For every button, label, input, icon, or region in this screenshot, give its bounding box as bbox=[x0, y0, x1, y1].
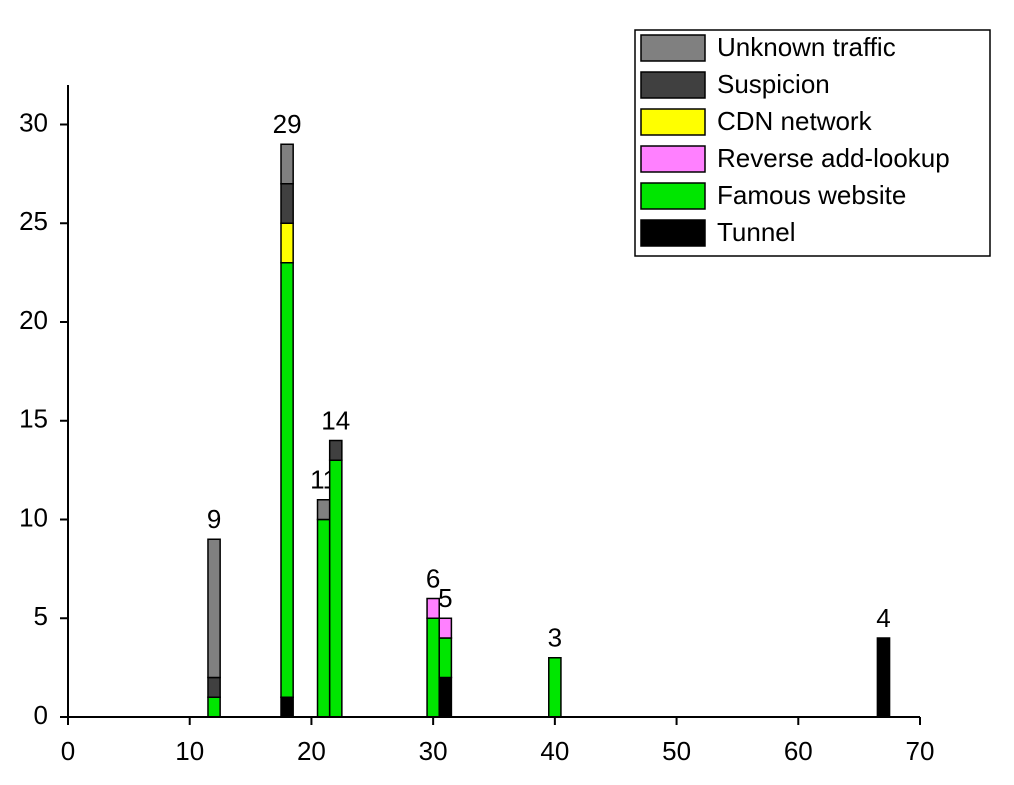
bar-segment bbox=[280, 183, 294, 224]
bar-segment bbox=[426, 597, 440, 619]
legend-swatch bbox=[640, 34, 706, 62]
x-tick-label: 0 bbox=[61, 736, 75, 766]
x-tick-label: 40 bbox=[540, 736, 569, 766]
bar-segment bbox=[438, 617, 453, 639]
total-label: 14 bbox=[321, 405, 350, 435]
bar-segment bbox=[328, 439, 343, 461]
legend-swatch bbox=[640, 182, 706, 210]
bar-segment bbox=[207, 696, 221, 718]
legend-swatch bbox=[640, 219, 706, 247]
bar-segment bbox=[207, 538, 221, 679]
bar-segment bbox=[280, 143, 294, 185]
x-tick-label: 50 bbox=[662, 736, 691, 766]
bar-segment bbox=[328, 459, 343, 718]
x-tick-label: 10 bbox=[175, 736, 204, 766]
bar-segment bbox=[548, 657, 562, 718]
bar-segment bbox=[438, 637, 453, 679]
legend-label: Famous website bbox=[717, 180, 906, 210]
bar-segment bbox=[876, 637, 891, 718]
total-label: 6 bbox=[426, 563, 440, 593]
total-label: 4 bbox=[876, 603, 890, 633]
y-tick-label: 5 bbox=[34, 601, 48, 631]
legend-label: Tunnel bbox=[717, 217, 796, 247]
total-label: 29 bbox=[273, 109, 302, 139]
y-tick-label: 25 bbox=[19, 206, 48, 236]
x-tick-label: 70 bbox=[906, 736, 935, 766]
legend-label: CDN network bbox=[717, 106, 873, 136]
legend-swatch bbox=[640, 108, 706, 136]
bar-segment bbox=[426, 617, 440, 718]
legend-box bbox=[634, 29, 991, 257]
legend-swatch bbox=[640, 145, 706, 173]
legend-label: Suspicion bbox=[717, 69, 830, 99]
x-tick-label: 20 bbox=[297, 736, 326, 766]
legend-label: Unknown traffic bbox=[717, 32, 896, 62]
bar-segment bbox=[316, 518, 331, 718]
x-tick-label: 60 bbox=[784, 736, 813, 766]
y-tick-label: 30 bbox=[19, 107, 48, 137]
y-tick-label: 0 bbox=[34, 700, 48, 730]
y-tick-label: 10 bbox=[19, 502, 48, 532]
bar-segment bbox=[207, 676, 221, 698]
bar-segment bbox=[316, 499, 331, 521]
bar-segment bbox=[280, 222, 294, 264]
total-label: 5 bbox=[438, 583, 452, 613]
y-tick-label: 20 bbox=[19, 305, 48, 335]
bar-segment bbox=[438, 676, 453, 718]
y-tick-label: 15 bbox=[19, 404, 48, 434]
bar-segment bbox=[280, 696, 294, 718]
x-tick-label: 30 bbox=[419, 736, 448, 766]
total-label: 9 bbox=[207, 504, 221, 534]
legend-label: Reverse add-lookup bbox=[717, 143, 950, 173]
legend-swatch bbox=[640, 71, 706, 99]
bar-segment bbox=[280, 262, 294, 698]
total-label: 3 bbox=[548, 623, 562, 653]
